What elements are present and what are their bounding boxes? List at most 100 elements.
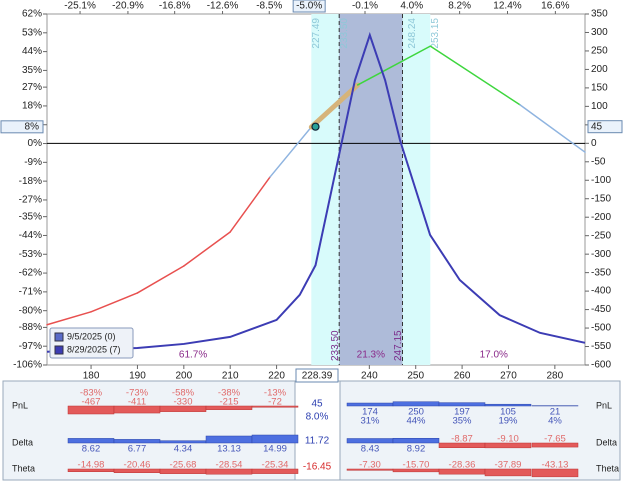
expiration-line-segment — [90, 292, 139, 313]
x-tick-label: 240 — [361, 371, 378, 382]
y-tick-label: 44% — [22, 46, 42, 57]
current-pnl-pct-box — [0, 120, 44, 134]
greek-value: -72 — [268, 397, 282, 408]
x2-tick-label: -12.6% — [207, 1, 239, 12]
current-column — [294, 380, 341, 481]
greek-bar — [484, 403, 532, 407]
y-tick-label: -18% — [19, 176, 42, 187]
greek-bar — [67, 438, 115, 444]
current-change-box — [292, 0, 326, 13]
row-label: Delta — [12, 437, 33, 447]
greek-value: 8.62 — [82, 444, 101, 455]
y-tick-label: -106% — [13, 360, 42, 371]
greek-bar — [346, 438, 394, 444]
greek-value: -83% — [80, 388, 103, 399]
y-tick-label: 18% — [22, 101, 42, 112]
greek-bar — [251, 468, 299, 474]
y-tick-label: 62% — [22, 9, 42, 20]
x2-tick-label: -8.5% — [256, 1, 282, 12]
x-tick-label: 250 — [407, 371, 424, 382]
y2-tick-label: -400 — [591, 286, 611, 297]
y2-tick-label: -50 — [591, 156, 606, 167]
greek-value: 174 — [362, 407, 378, 418]
greek-value: 44% — [406, 416, 426, 427]
greek-value: -20.46 — [124, 460, 151, 471]
row-label: PnL — [12, 400, 28, 410]
y2-tick-label: -350 — [591, 267, 611, 278]
y-tick-label: -97% — [19, 341, 42, 352]
greek-value: 35% — [452, 416, 472, 427]
y2-tick-label: -250 — [591, 230, 611, 241]
expiration-line-segment — [429, 45, 521, 106]
current-cell: 45 — [311, 399, 323, 410]
x-tick-label: 180 — [83, 371, 100, 382]
expiration-line-segment — [308, 82, 361, 130]
expiration-line-segment — [519, 104, 586, 153]
x-tick-label: 270 — [500, 371, 517, 382]
top-marker-label: 233.50 — [339, 18, 350, 49]
x2-tick-label: -0.1% — [352, 1, 378, 12]
current-cell: 8.0% — [306, 412, 329, 423]
greek-bar — [113, 439, 161, 444]
greek-value: -73% — [126, 388, 149, 399]
y2-tick-label: 100 — [591, 101, 608, 112]
greek-value: 8.43 — [361, 444, 380, 455]
current-cell: 11.72 — [305, 436, 330, 447]
tplus-line — [46, 31, 586, 353]
greek-value: 19% — [498, 416, 518, 427]
greek-value: 4% — [548, 416, 562, 427]
top-marker-label: 227.49 — [311, 18, 322, 49]
greek-value: 250 — [408, 407, 424, 418]
y2-tick-label: 350 — [591, 9, 608, 20]
y-tick-label: 0% — [28, 138, 43, 149]
greek-value: 13.13 — [217, 444, 241, 455]
y-tick-label: -88% — [19, 322, 42, 333]
greek-bar — [251, 434, 299, 444]
greek-value: 4.34 — [174, 444, 193, 455]
greek-value: -13% — [264, 388, 287, 399]
greek-value: -25.34 — [262, 460, 289, 471]
y-tick-label: -44% — [19, 230, 42, 241]
y2-tick-label: -550 — [591, 341, 611, 352]
greek-value: 105 — [500, 407, 516, 418]
y-tick-label: -35% — [19, 211, 42, 222]
y2-tick-label: 300 — [591, 27, 608, 38]
y-tick-label: -62% — [19, 268, 42, 279]
current-price: 228.39 — [302, 371, 333, 382]
current-pnl: 45 — [591, 121, 603, 132]
legend-label: 8/29/2025 (7) — [67, 344, 121, 354]
y-tick-label: -71% — [19, 287, 42, 298]
greek-value: 8.92 — [407, 444, 426, 455]
greek-value: -28.54 — [216, 460, 243, 471]
current-pnl-box — [587, 120, 623, 134]
current-cell: -16.45 — [303, 462, 332, 473]
y2-tick-label: -300 — [591, 249, 611, 260]
greek-bar — [205, 405, 253, 410]
y2-tick-label: -150 — [591, 193, 611, 204]
y2-tick-label: -450 — [591, 304, 611, 315]
current-price-box — [295, 368, 339, 383]
x-tick-label: 220 — [268, 371, 285, 382]
y2-tick-label: 0 — [591, 138, 597, 149]
greek-value: -330 — [173, 397, 192, 408]
greek-value: -25.68 — [170, 460, 197, 471]
zone-probability: 17.0% — [480, 350, 508, 361]
greek-value: 14.99 — [263, 444, 287, 455]
row-label-right: Delta — [596, 437, 617, 447]
x-tick-label: 260 — [454, 371, 471, 382]
greek-value: 197 — [454, 407, 470, 418]
y-tick-label: -27% — [19, 195, 42, 206]
expiration-line-segment — [229, 176, 271, 233]
y-tick-label: 53% — [22, 27, 42, 38]
top-marker-label: 253.15 — [430, 18, 441, 49]
greek-value: -14.98 — [78, 460, 105, 471]
greek-value: -38% — [218, 388, 241, 399]
expiration-line-segment — [136, 265, 185, 294]
y-tick-label: -80% — [19, 305, 42, 316]
zone-probability: 61.7% — [179, 350, 207, 361]
greek-bar — [438, 402, 486, 407]
x2-tick-label: 8.2% — [448, 1, 471, 12]
greek-value: -37.89 — [495, 460, 522, 471]
